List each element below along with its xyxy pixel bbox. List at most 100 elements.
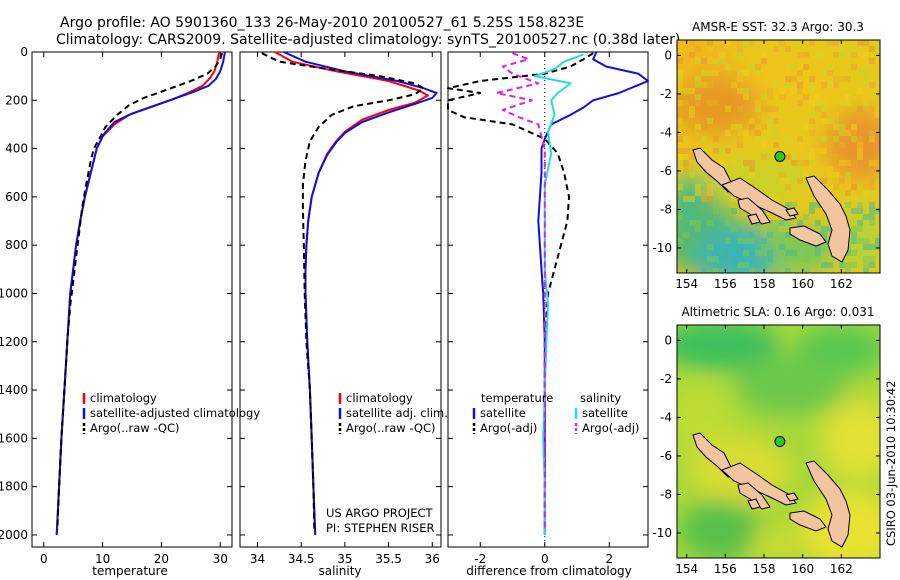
sst-pixel [761, 256, 767, 262]
sst-pixel [815, 88, 821, 94]
sst-pixel [857, 70, 863, 76]
sst-pixel [755, 262, 761, 268]
sst-pixel [797, 64, 803, 70]
map-x-tick-label: 160 [791, 562, 814, 576]
sst-pixel [737, 124, 743, 130]
sst-pixel [785, 82, 791, 88]
map-x-tick-label: 158 [753, 277, 776, 291]
sst-pixel [851, 184, 857, 190]
figure-title-line1: Argo profile: AO 5901360_133 26-May-2010… [60, 15, 584, 31]
sst-pixel [857, 208, 863, 214]
sst-pixel [845, 76, 851, 82]
sst-pixel [845, 100, 851, 106]
sst-pixel [851, 262, 857, 268]
sst-pixel [827, 184, 833, 190]
sst-pixel [683, 208, 689, 214]
sst-pixel [761, 148, 767, 154]
sst-pixel [677, 148, 683, 154]
sst-pixel [779, 220, 785, 226]
sst-pixel [833, 190, 839, 196]
sst-pixel [755, 178, 761, 184]
map-x-tick-label: 156 [714, 277, 737, 291]
sst-pixel [821, 226, 827, 232]
sst-pixel [749, 232, 755, 238]
sst-pixel [797, 160, 803, 166]
sst-pixel [845, 268, 851, 273]
sst-pixel [785, 256, 791, 262]
sst-pixel [803, 256, 809, 262]
sst-argo-marker [774, 151, 786, 162]
sst-pixel [737, 106, 743, 112]
x-tick-label: -2 [474, 552, 486, 566]
sst-pixel [839, 76, 845, 82]
csiro-timestamp: CSIRO 03-Jun-2010 10:30:42 [884, 380, 898, 546]
sst-pixel [809, 76, 815, 82]
sst-pixel [767, 88, 773, 94]
sst-pixel [875, 82, 880, 88]
sst-pixel [695, 232, 701, 238]
series-line-argo-raw-qc- [56, 52, 223, 531]
temperature-ticks: 0 10 20 30 0 200 400 600 800 1000 1200 1400 1600 1800… [0, 45, 232, 566]
sst-pixel [677, 118, 683, 124]
sst-pixel [677, 82, 683, 88]
sst-pixel [677, 238, 683, 244]
legend-label: satellite [480, 406, 526, 420]
sst-pixel [689, 52, 695, 58]
sla-map: Altimetric SLA: 0.16 Argo: 0.031 [652, 305, 881, 576]
sst-pixel [773, 118, 779, 124]
sst-pixel [821, 178, 827, 184]
sst-pixel [707, 40, 713, 46]
y-tick-label: 1600 [0, 431, 28, 445]
sst-pixel [791, 130, 797, 136]
sst-pixel [803, 268, 809, 273]
difference-ticks: -2 0 2 [448, 51, 648, 566]
sst-pixel [803, 250, 809, 256]
sst-pixel [689, 172, 695, 178]
sst-pixel [839, 130, 845, 136]
sst-pixel [785, 154, 791, 160]
sst-pixel [767, 166, 773, 172]
sst-pixel [845, 250, 851, 256]
sst-pixel [857, 88, 863, 94]
legend-title-salinity: salinity [580, 391, 621, 405]
sst-pixel [689, 214, 695, 220]
x-tick-label: 35 [337, 552, 352, 566]
sst-pixel [707, 100, 713, 106]
sst-pixel [851, 64, 857, 70]
temperature-panel: 0 10 20 30 0 200 400 600 800 1000 1200 1400 1600 1800… [0, 45, 260, 578]
sst-pixel [689, 130, 695, 136]
sst-pixel [797, 82, 803, 88]
sst-pixel [833, 184, 839, 190]
project-annotation-line1: US ARGO PROJECT [326, 506, 434, 520]
sst-pixel [797, 184, 803, 190]
sst-pixel [767, 220, 773, 226]
sst-pixel [731, 208, 737, 214]
legend-label: climatology [90, 391, 157, 405]
sst-pixel [785, 136, 791, 142]
map-x-tick-label: 158 [753, 562, 776, 576]
sst-pixel [761, 136, 767, 142]
sst-pixel [863, 238, 869, 244]
y-tick-label: 2000 [0, 528, 28, 542]
sst-pixel [869, 208, 875, 214]
figure-title-line2: Climatology: CARS2009. Satellite-adjuste… [56, 32, 680, 48]
sst-pixel [713, 226, 719, 232]
sst-pixel [677, 214, 683, 220]
sst-pixel [677, 184, 683, 190]
map-y-tick-label: -4 [660, 125, 672, 139]
sst-pixel [683, 196, 689, 202]
map-x-tick-label: 154 [675, 562, 698, 576]
sst-pixel [773, 220, 779, 226]
sst-pixel [875, 166, 880, 172]
sla-map-title: Altimetric SLA: 0.16 Argo: 0.031 [681, 305, 874, 319]
sst-pixel [737, 136, 743, 142]
sst-pixel [869, 106, 875, 112]
sst-pixel [779, 244, 785, 250]
sst-pixel [713, 202, 719, 208]
y-tick-label: 600 [5, 190, 28, 204]
sst-pixel [713, 262, 719, 268]
sst-pixel [869, 184, 875, 190]
sst-pixel [773, 142, 779, 148]
series-line-climatology [274, 51, 429, 535]
map-x-tick-label: 162 [830, 277, 853, 291]
